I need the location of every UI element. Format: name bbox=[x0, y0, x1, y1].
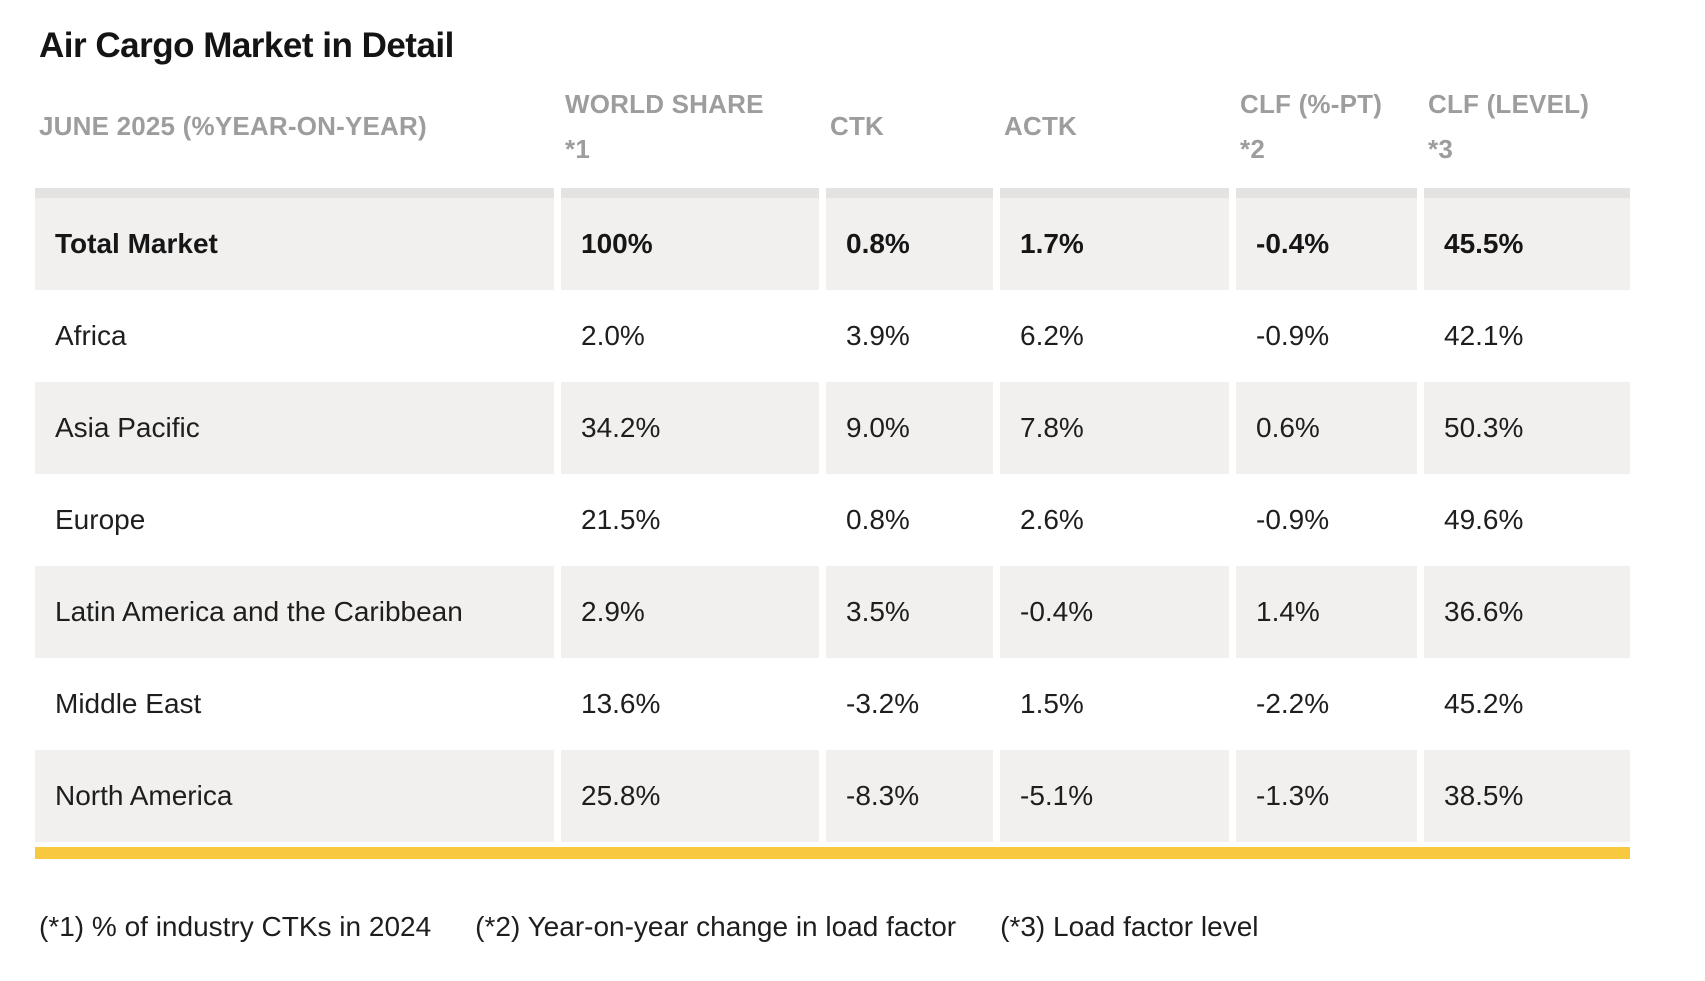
cell-ctk: -3.2% bbox=[846, 688, 920, 719]
cell-world-share: 2.9% bbox=[561, 566, 819, 658]
column-header-world-share: WORLD SHARE *1 bbox=[561, 66, 819, 188]
footnote-1: (*1) % of industry CTKs in 2024 bbox=[39, 911, 432, 942]
cell-world-share: 25.8% bbox=[561, 750, 819, 842]
cell-region: Total Market bbox=[35, 198, 554, 290]
cell-clf-pt: -1.3% bbox=[1236, 750, 1417, 842]
column-header-ctk: CTK bbox=[826, 66, 993, 188]
header-row: JUNE 2025 (%YEAR-ON-YEAR) WORLD SHARE *1… bbox=[35, 66, 1630, 188]
cell-world-share: 100% bbox=[561, 198, 819, 290]
cell-ctk: 3.5% bbox=[826, 566, 993, 658]
column-header-label: ACTK bbox=[1004, 111, 1078, 142]
cell-ctk: 3.9% bbox=[846, 320, 910, 351]
page-title: Air Cargo Market in Detail bbox=[39, 26, 454, 65]
column-header-label: CTK bbox=[830, 111, 885, 142]
footnote-ref: *1 bbox=[565, 134, 590, 164]
cell-clf-level: 45.2% bbox=[1444, 688, 1524, 719]
cell-actk: 6.2% bbox=[1020, 320, 1084, 351]
cell-clf-pt: -0.9% bbox=[1256, 504, 1330, 535]
cell-world-share: 13.6% bbox=[581, 688, 661, 719]
cell-clf-level: 45.5% bbox=[1424, 198, 1630, 290]
divider-segment bbox=[561, 188, 819, 198]
table-row-north-america: North America 25.8% -8.3% -5.1% -1.3% 38… bbox=[35, 750, 1630, 842]
cell-clf-level: 50.3% bbox=[1424, 382, 1630, 474]
cell-region: Africa bbox=[55, 320, 127, 351]
cell-ctk: -8.3% bbox=[826, 750, 993, 842]
table-row-middle-east: Middle East 13.6% -3.2% 1.5% -2.2% 45.2% bbox=[35, 658, 1630, 750]
cell-actk: 1.7% bbox=[1000, 198, 1229, 290]
cell-region: Asia Pacific bbox=[35, 382, 554, 474]
cell-clf-level: 38.5% bbox=[1424, 750, 1630, 842]
cell-clf-pt: -0.9% bbox=[1256, 320, 1330, 351]
accent-bar bbox=[35, 847, 1630, 859]
divider-segment bbox=[1236, 188, 1417, 198]
divider-segment bbox=[35, 188, 554, 198]
cell-region: North America bbox=[35, 750, 554, 842]
cell-actk: 2.6% bbox=[1020, 504, 1084, 535]
footnotes: (*1) % of industry CTKs in 2024 (*2) Yea… bbox=[39, 911, 1705, 943]
cell-world-share: 34.2% bbox=[561, 382, 819, 474]
column-header-period: JUNE 2025 (%YEAR-ON-YEAR) bbox=[39, 111, 427, 142]
cell-region: Latin America and the Caribbean bbox=[35, 566, 554, 658]
cell-ctk: 0.8% bbox=[826, 198, 993, 290]
column-header-clf-level: CLF (LEVEL) *3 bbox=[1424, 66, 1630, 188]
cell-region: Europe bbox=[55, 504, 146, 535]
cell-region: Middle East bbox=[55, 688, 202, 719]
cell-ctk: 0.8% bbox=[846, 504, 910, 535]
cell-clf-pt: 1.4% bbox=[1236, 566, 1417, 658]
cell-clf-pt: -2.2% bbox=[1256, 688, 1330, 719]
report-panel: Air Cargo Market in Detail JUNE 2025 (%Y… bbox=[28, 26, 1705, 943]
divider-segment bbox=[1000, 188, 1229, 198]
table-row-africa: Africa 2.0% 3.9% 6.2% -0.9% 42.1% bbox=[35, 290, 1630, 382]
air-cargo-market-table: JUNE 2025 (%YEAR-ON-YEAR) WORLD SHARE *1… bbox=[28, 66, 1637, 842]
table-row-asia-pacific: Asia Pacific 34.2% 9.0% 7.8% 0.6% 50.3% bbox=[35, 382, 1630, 474]
column-header-actk: ACTK bbox=[1000, 66, 1229, 188]
column-header-label: CLF (%-PT) bbox=[1240, 88, 1383, 119]
divider-segment bbox=[1424, 188, 1630, 198]
cell-world-share: 21.5% bbox=[581, 504, 661, 535]
column-header-clf-pt: CLF (%-PT) *2 bbox=[1236, 66, 1417, 188]
cell-actk: -0.4% bbox=[1000, 566, 1229, 658]
cell-world-share: 2.0% bbox=[581, 320, 645, 351]
footnote-3: (*3) Load factor level bbox=[1000, 911, 1259, 942]
cell-clf-level: 36.6% bbox=[1424, 566, 1630, 658]
cell-clf-pt: 0.6% bbox=[1236, 382, 1417, 474]
table-row-europe: Europe 21.5% 0.8% 2.6% -0.9% 49.6% bbox=[35, 474, 1630, 566]
column-header-label: CLF (LEVEL) bbox=[1428, 88, 1590, 119]
column-header-label: WORLD SHARE bbox=[565, 88, 764, 119]
cell-clf-level: 42.1% bbox=[1444, 320, 1524, 351]
cell-actk: 7.8% bbox=[1000, 382, 1229, 474]
cell-actk: 1.5% bbox=[1020, 688, 1084, 719]
table-row-total-market: Total Market 100% 0.8% 1.7% -0.4% 45.5% bbox=[35, 198, 1630, 290]
cell-ctk: 9.0% bbox=[826, 382, 993, 474]
divider-segment bbox=[826, 188, 993, 198]
footnote-ref: *2 bbox=[1240, 134, 1265, 164]
footnote-ref: *3 bbox=[1428, 134, 1453, 164]
table-row-latin-america: Latin America and the Caribbean 2.9% 3.5… bbox=[35, 566, 1630, 658]
cell-actk: -5.1% bbox=[1000, 750, 1229, 842]
cell-clf-pt: -0.4% bbox=[1236, 198, 1417, 290]
header-divider-strip bbox=[35, 188, 1630, 198]
footnote-2: (*2) Year-on-year change in load factor bbox=[475, 911, 957, 942]
cell-clf-level: 49.6% bbox=[1444, 504, 1524, 535]
